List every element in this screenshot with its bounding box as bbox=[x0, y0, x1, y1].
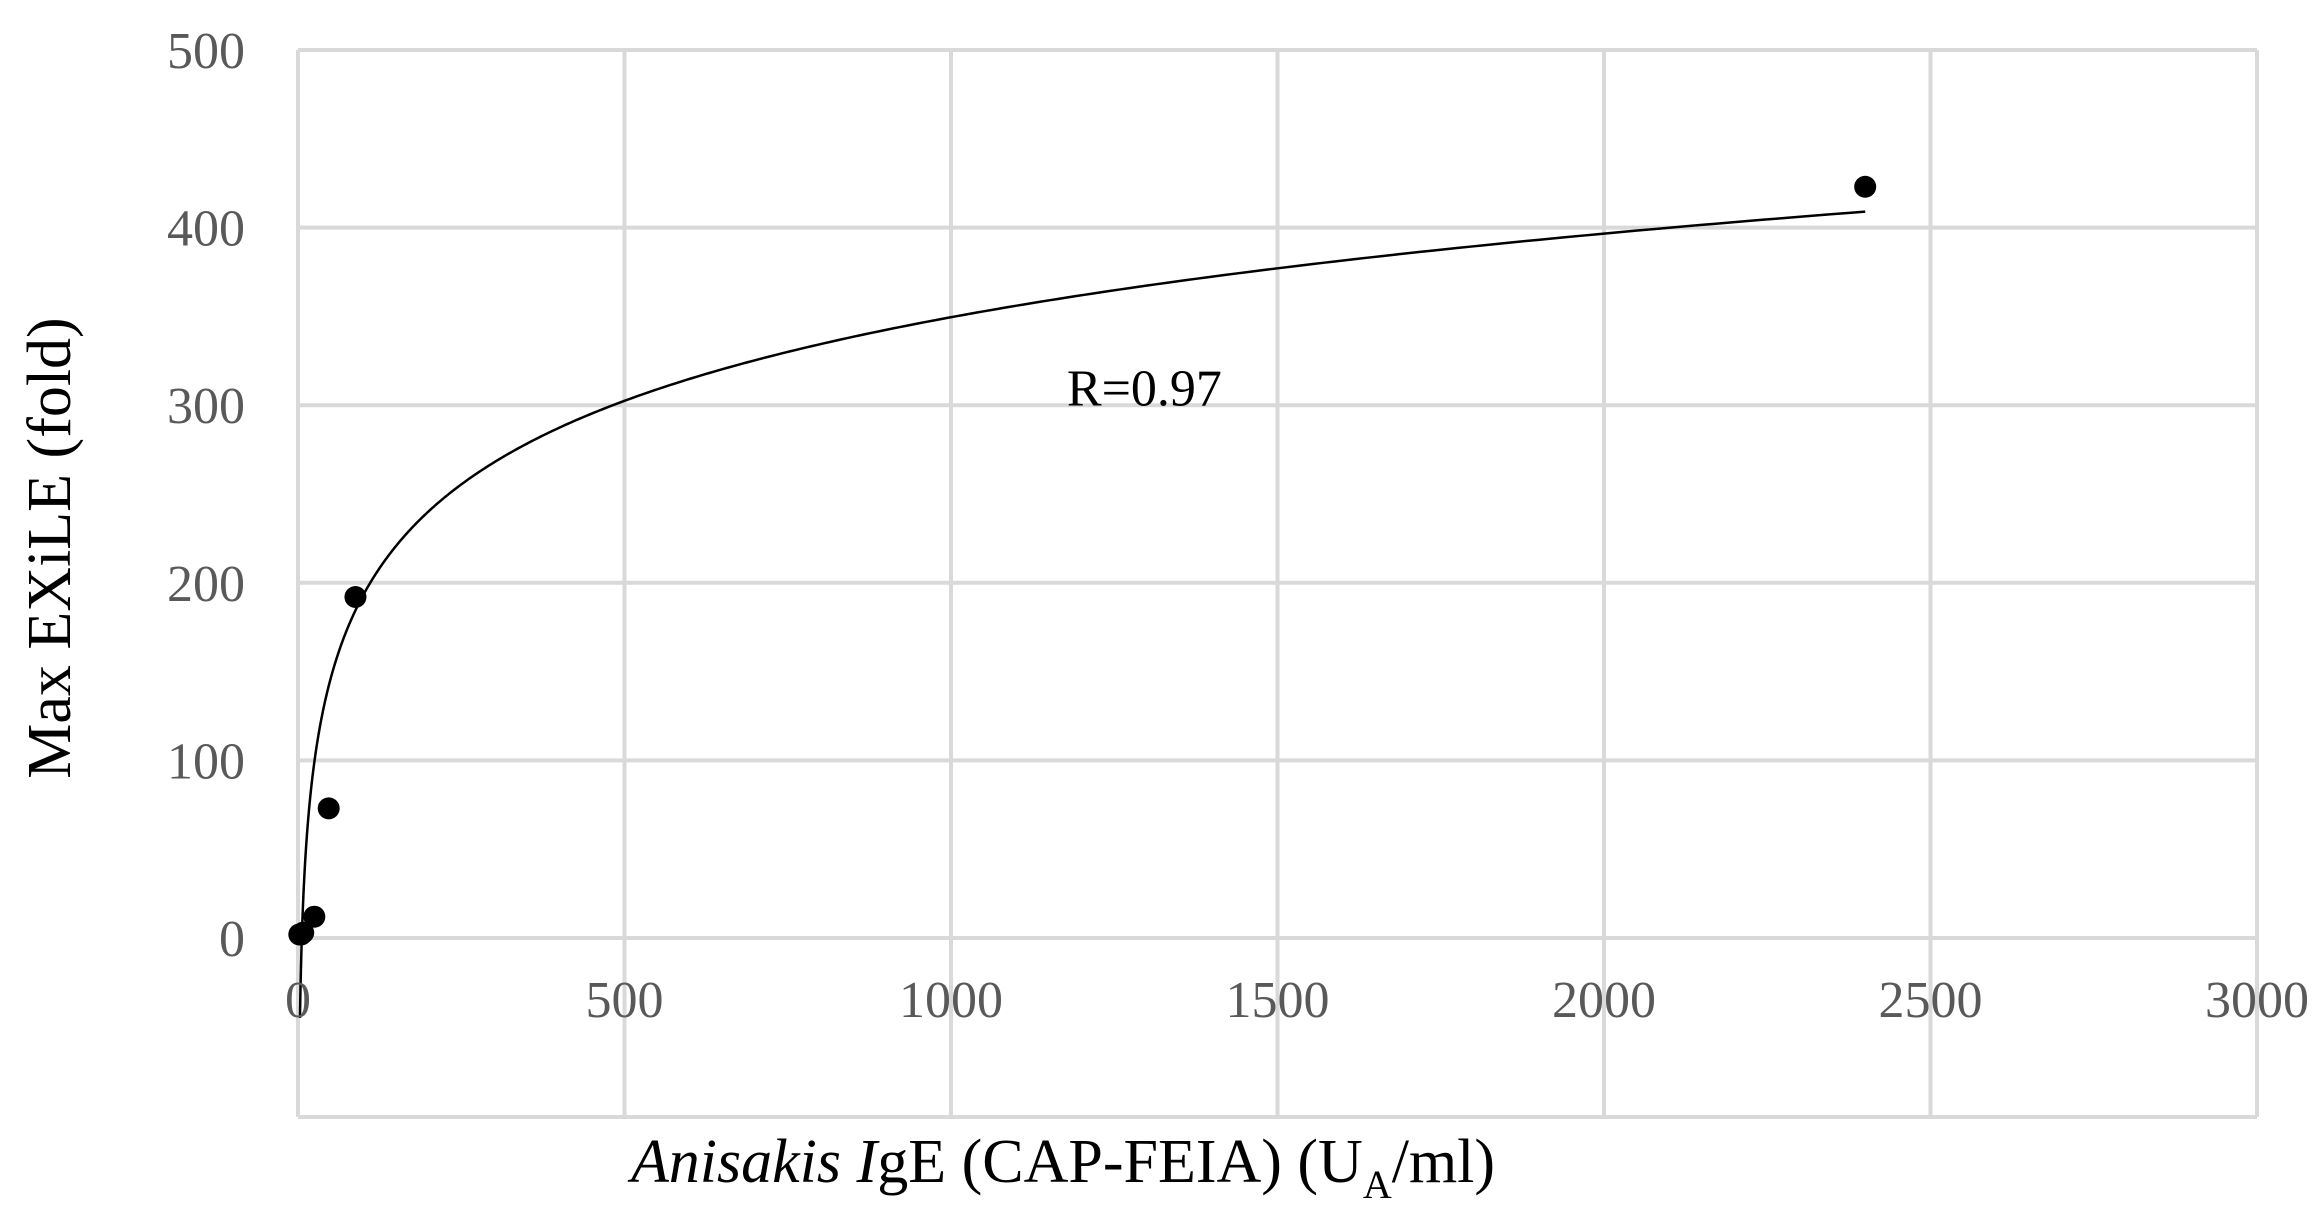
y-tick-label-500: 500 bbox=[167, 23, 245, 80]
y-tick-label-100: 100 bbox=[167, 733, 245, 790]
trendline bbox=[298, 210, 1866, 1018]
x-tick-labels: 0 500 1000 1500 2000 2500 3000 bbox=[285, 972, 2309, 1029]
y-tick-label-200: 200 bbox=[167, 556, 245, 613]
y-axis-title: Max EXiLE (fold) bbox=[16, 317, 84, 778]
x-tick-label-1000: 1000 bbox=[899, 972, 1003, 1029]
data-point-7 bbox=[1854, 175, 1877, 198]
x-tick-label-0: 0 bbox=[285, 972, 311, 1029]
x-axis-title-part-2: I bbox=[856, 1128, 881, 1196]
data-point-3 bbox=[292, 921, 315, 944]
y-tick-labels: 0 100 200 300 400 500 bbox=[167, 23, 245, 968]
log-trendline bbox=[298, 210, 1866, 1018]
horizontal-gridlines bbox=[298, 48, 2257, 1119]
x-tick-label-500: 500 bbox=[586, 972, 664, 1029]
x-axis-title-part-5: /ml) bbox=[1392, 1128, 1495, 1196]
data-point-5 bbox=[317, 797, 340, 820]
annotations: R=0.97 bbox=[1067, 360, 1222, 417]
y-tick-label-400: 400 bbox=[167, 201, 245, 258]
r-value-annotation: R=0.97 bbox=[1067, 360, 1222, 417]
y-tick-label-300: 300 bbox=[167, 378, 245, 435]
x-tick-label-1500: 1500 bbox=[1226, 972, 1330, 1029]
data-point-6 bbox=[344, 586, 367, 609]
data-point-4 bbox=[303, 905, 326, 928]
x-axis-title: Anisakis IgE (CAP-FEIA) (UA/ml) bbox=[627, 1128, 1495, 1207]
x-axis-title-part-1: Anisakis bbox=[627, 1128, 857, 1196]
x-tick-label-2000: 2000 bbox=[1552, 972, 1656, 1029]
x-tick-label-3000: 3000 bbox=[2205, 972, 2309, 1029]
x-axis-title-part-4: A bbox=[1363, 1162, 1392, 1207]
x-tick-label-2500: 2500 bbox=[1879, 972, 1983, 1029]
x-axis-title-part-3: gE (CAP-FEIA) (U bbox=[877, 1128, 1363, 1196]
data-points bbox=[288, 175, 1877, 946]
y-tick-label-0: 0 bbox=[219, 911, 245, 968]
